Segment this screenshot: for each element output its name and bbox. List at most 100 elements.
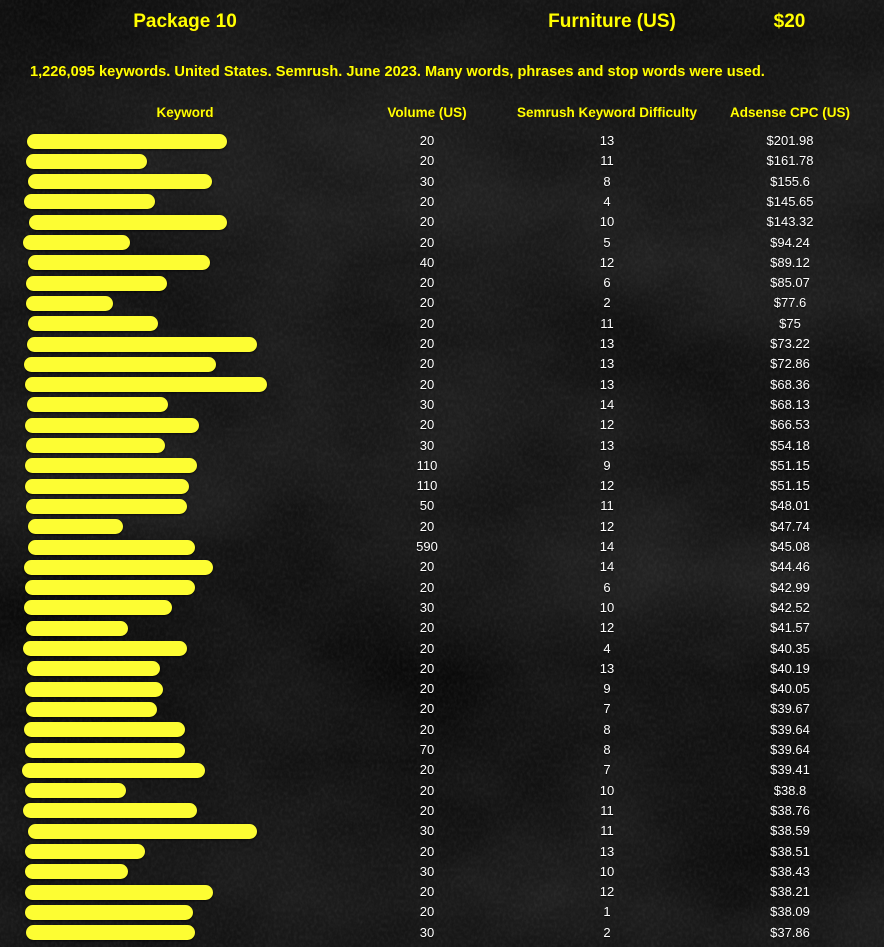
cpc-cell: $39.41 xyxy=(770,762,810,778)
category-title: Furniture (US) xyxy=(548,11,676,32)
difficulty-cell: 13 xyxy=(599,133,615,148)
difficulty-cell: 9 xyxy=(603,457,611,473)
table-row: 30 13 $54.18 xyxy=(0,436,884,456)
volume-cell: 20 xyxy=(419,701,435,717)
keyword-redaction-bar xyxy=(27,397,168,413)
keyword-redaction-bar xyxy=(29,214,227,230)
subtitle-text: 1,226,095 keywords. United States. Semru… xyxy=(30,64,765,80)
difficulty-cell: 11 xyxy=(600,802,614,818)
cpc-cell: $143.32 xyxy=(766,214,814,230)
volume-cell: 20 xyxy=(419,153,435,169)
column-header-difficulty: Semrush Keyword Difficulty xyxy=(516,105,698,120)
table-row: 20 11 $38.76 xyxy=(0,801,884,821)
cpc-cell: $47.74 xyxy=(770,518,810,534)
cpc-cell: $37.86 xyxy=(770,924,810,940)
table-row: 20 9 $40.05 xyxy=(0,679,884,699)
keyword-redaction-bar xyxy=(28,823,257,839)
keyword-redaction-bar xyxy=(22,762,205,778)
keyword-redaction-bar xyxy=(26,498,187,514)
difficulty-cell: 14 xyxy=(599,559,615,575)
keyword-redaction-bar xyxy=(25,478,189,494)
column-header-volume: Volume (US) xyxy=(387,105,467,120)
table-row: 20 10 $143.32 xyxy=(0,212,884,232)
table-row: 30 14 $68.13 xyxy=(0,395,884,415)
difficulty-cell: 1 xyxy=(603,904,611,920)
cpc-cell: $77.6 xyxy=(773,295,807,311)
table-row: 110 12 $51.15 xyxy=(0,476,884,496)
keyword-redaction-bar xyxy=(25,884,213,900)
table-row: 30 11 $38.59 xyxy=(0,821,884,841)
cpc-cell: $145.65 xyxy=(766,193,814,209)
price-label: $20 xyxy=(773,11,806,32)
cpc-cell: $66.53 xyxy=(770,417,810,433)
table-row: 20 13 $38.51 xyxy=(0,842,884,862)
table-row: 20 13 $72.86 xyxy=(0,354,884,374)
volume-cell: 20 xyxy=(419,762,435,778)
difficulty-cell: 12 xyxy=(599,254,615,270)
difficulty-cell: 10 xyxy=(599,214,615,230)
column-header-cpc: Adsense CPC (US) xyxy=(729,105,851,120)
difficulty-cell: 6 xyxy=(603,275,611,291)
difficulty-cell: 11 xyxy=(600,315,614,331)
keyword-redaction-bar xyxy=(27,336,257,352)
table-row: 20 2 $77.6 xyxy=(0,293,884,313)
table-row: 20 1 $38.09 xyxy=(0,902,884,922)
volume-cell: 50 xyxy=(419,498,435,514)
volume-cell: 20 xyxy=(419,620,435,636)
keyword-redaction-bar xyxy=(28,174,212,190)
volume-cell: 590 xyxy=(416,539,438,554)
volume-cell: 20 xyxy=(419,234,435,250)
table-row: 20 7 $39.41 xyxy=(0,760,884,780)
volume-cell: 30 xyxy=(419,863,435,879)
keyword-redaction-bar xyxy=(25,580,195,596)
cpc-cell: $68.13 xyxy=(770,396,810,412)
keyword-redaction-bar xyxy=(24,356,216,372)
difficulty-cell: 9 xyxy=(603,681,611,697)
table-row: 20 13 $40.19 xyxy=(0,659,884,679)
cpc-cell: $44.46 xyxy=(770,559,810,575)
cpc-cell: $38.09 xyxy=(770,904,810,920)
keyword-redaction-bar xyxy=(25,681,163,697)
cpc-cell: $42.99 xyxy=(770,579,810,595)
table-row: 30 10 $42.52 xyxy=(0,598,884,618)
volume-cell: 30 xyxy=(419,396,435,412)
package-title: Package 10 xyxy=(133,11,237,32)
difficulty-cell: 14 xyxy=(599,396,615,412)
volume-cell: 20 xyxy=(419,884,435,900)
table-row: 20 12 $41.57 xyxy=(0,618,884,638)
keyword-redaction-bar xyxy=(26,275,167,291)
volume-cell: 20 xyxy=(419,904,435,920)
volume-cell: 20 xyxy=(419,336,435,351)
volume-cell: 20 xyxy=(419,315,435,331)
table-row: 20 11 $75 xyxy=(0,314,884,334)
volume-cell: 20 xyxy=(419,559,435,575)
keyword-redaction-bar xyxy=(28,255,210,271)
cpc-cell: $39.64 xyxy=(770,721,810,737)
cpc-cell: $38.8 xyxy=(773,782,807,798)
keyword-redaction-bar xyxy=(25,377,267,393)
difficulty-cell: 12 xyxy=(599,417,615,433)
keyword-redaction-bar xyxy=(26,620,128,636)
keyword-redaction-bar xyxy=(23,235,130,251)
keyword-redaction-bar xyxy=(24,722,185,738)
volume-cell: 20 xyxy=(419,214,435,230)
keyword-redaction-bar xyxy=(25,904,193,920)
difficulty-cell: 8 xyxy=(603,742,611,757)
keyword-redaction-bar xyxy=(28,539,195,555)
keyword-redaction-bar xyxy=(25,783,126,799)
difficulty-cell: 11 xyxy=(600,823,614,839)
column-header-keyword: Keyword xyxy=(156,105,214,120)
difficulty-cell: 12 xyxy=(599,620,615,636)
cpc-cell: $201.98 xyxy=(766,133,814,148)
volume-cell: 30 xyxy=(419,924,435,940)
cpc-cell: $40.35 xyxy=(770,640,810,656)
table-row: 20 11 $161.78 xyxy=(0,151,884,171)
volume-cell: 110 xyxy=(416,457,438,473)
cpc-cell: $51.15 xyxy=(770,457,810,473)
table-row: 20 13 $73.22 xyxy=(0,334,884,354)
cpc-cell: $38.43 xyxy=(770,863,810,879)
cpc-cell: $42.52 xyxy=(770,599,810,615)
keyword-redaction-bar xyxy=(26,295,113,311)
table-row: 40 12 $89.12 xyxy=(0,253,884,273)
volume-cell: 20 xyxy=(419,133,435,148)
